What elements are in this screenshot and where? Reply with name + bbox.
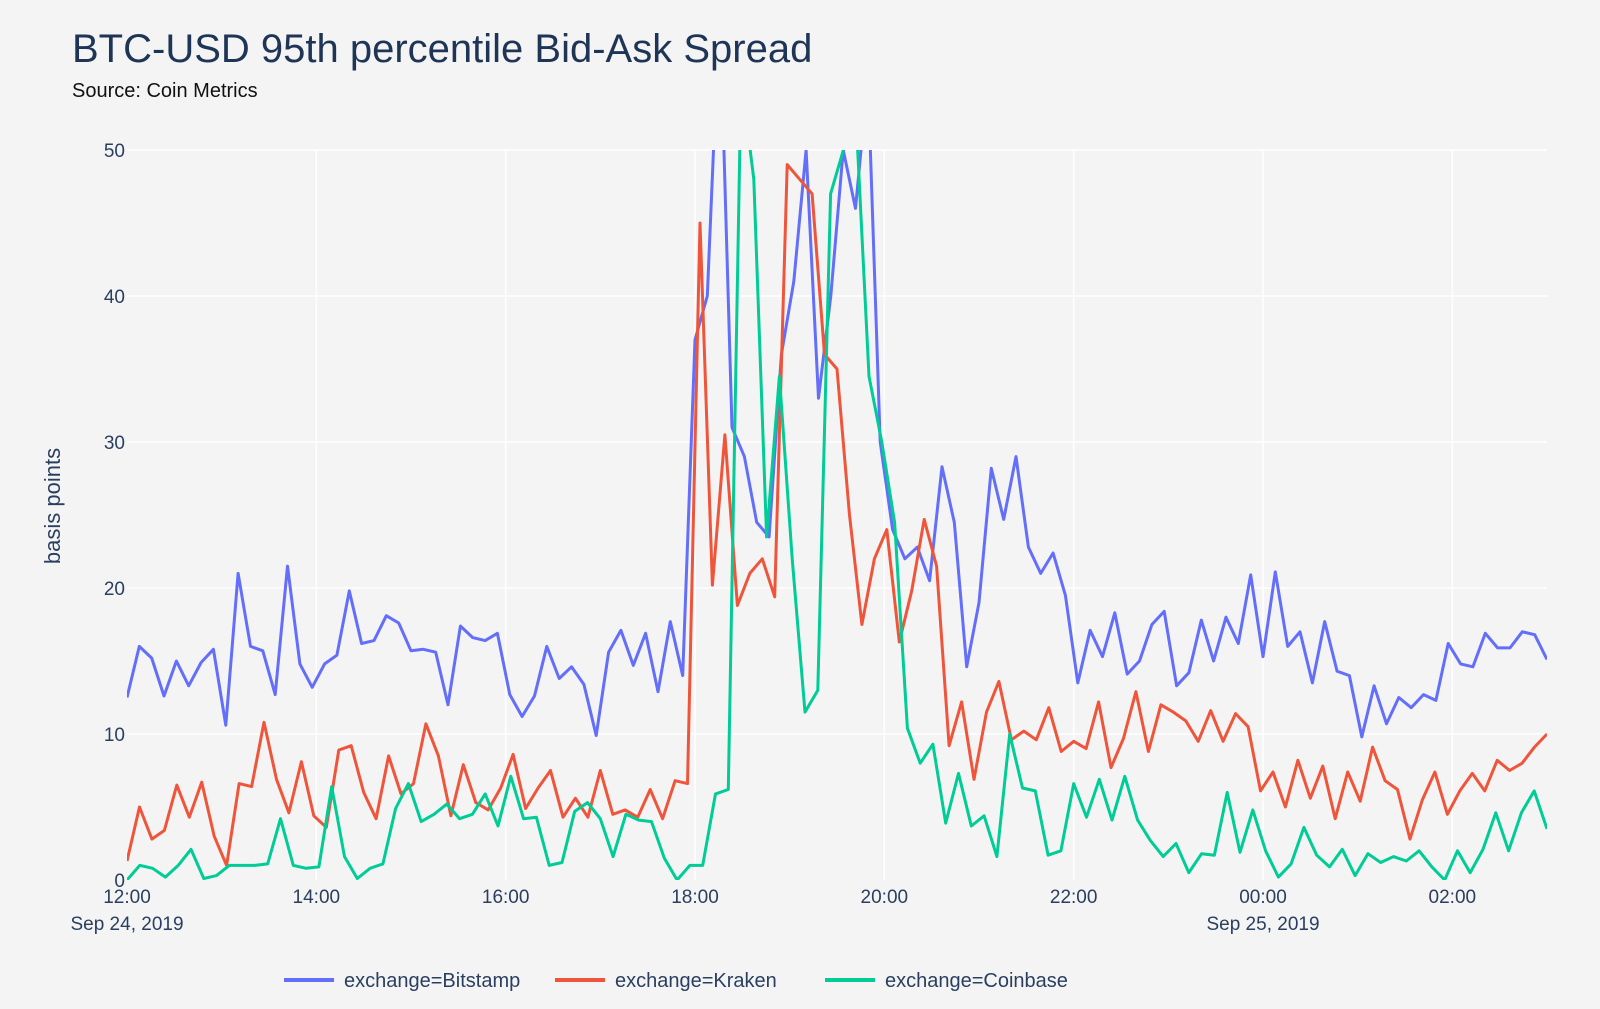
legend-label: exchange=Kraken — [615, 970, 777, 992]
legend[interactable]: exchange=Bitstamp exchange=Kraken exchange… — [284, 970, 1068, 992]
series-line-bitstamp — [127, 150, 1547, 739]
y-tick-label: 20 — [104, 579, 125, 600]
series-line-kraken — [127, 163, 1547, 867]
chart-title: BTC-USD 95th percentile Bid-Ask Spread — [72, 27, 812, 71]
legend-item-kraken[interactable]: exchange=Kraken — [555, 970, 777, 992]
y-tick-label: 40 — [104, 287, 125, 308]
legend-label: exchange=Bitstamp — [344, 970, 520, 992]
y-tick-label: 30 — [104, 433, 125, 454]
axis-ticks: 0 10 20 30 40 50 12:00 Sep 24, 2019 14:00 16:00 18… — [70, 141, 1476, 935]
legend-item-coinbase[interactable]: exchange=Coinbase — [825, 970, 1068, 992]
x-tick-label: 18:00 — [671, 887, 719, 908]
x-tick-date: Sep 24, 2019 — [70, 914, 183, 935]
series-line-coinbase — [127, 150, 1547, 880]
x-tick-label: 14:00 — [293, 887, 341, 908]
x-tick-label: 12:00 — [103, 887, 151, 908]
y-tick-label: 50 — [104, 141, 125, 162]
x-tick-label: 02:00 — [1429, 887, 1477, 908]
series-lines — [127, 150, 1547, 880]
x-tick-date: Sep 25, 2019 — [1206, 914, 1319, 935]
legend-label: exchange=Coinbase — [885, 970, 1068, 992]
gridlines — [127, 149, 1547, 880]
x-tick-label: 16:00 — [482, 887, 530, 908]
legend-item-bitstamp[interactable]: exchange=Bitstamp — [284, 970, 520, 992]
y-axis-title: basis points — [40, 448, 65, 564]
x-tick-label: 22:00 — [1050, 887, 1098, 908]
y-tick-label: 0 — [114, 871, 125, 892]
y-tick-label: 10 — [104, 725, 125, 746]
x-tick-label: 00:00 — [1239, 887, 1287, 908]
chart-subtitle: Source: Coin Metrics — [72, 80, 258, 102]
x-tick-label: 20:00 — [861, 887, 909, 908]
